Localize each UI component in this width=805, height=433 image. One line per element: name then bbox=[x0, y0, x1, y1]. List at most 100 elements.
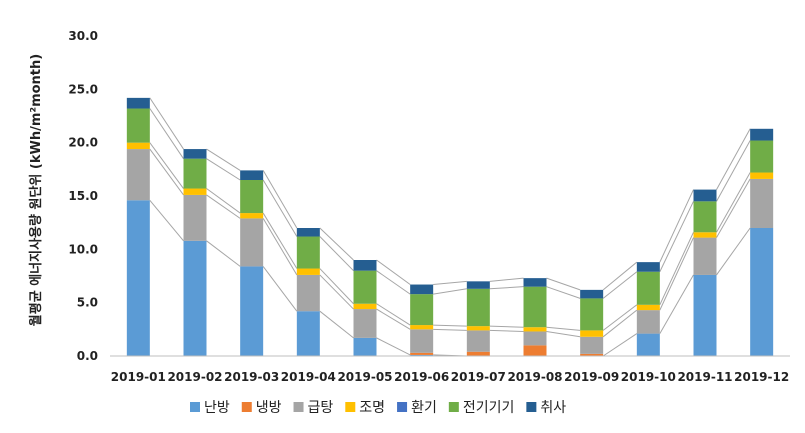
bar-segment bbox=[240, 218, 264, 267]
y-tick-label: 25.0 bbox=[68, 82, 98, 96]
bar-segment bbox=[636, 333, 660, 356]
bar-segment bbox=[580, 336, 604, 354]
series-line-segment bbox=[433, 288, 467, 295]
bar-segment bbox=[466, 330, 490, 352]
bar-segment bbox=[353, 260, 377, 271]
legend-swatch bbox=[293, 402, 304, 412]
bar-segment bbox=[580, 298, 604, 331]
y-tick-label: 20.0 bbox=[68, 136, 98, 150]
y-tick-label: 0.0 bbox=[77, 349, 98, 363]
bar-segment bbox=[523, 331, 547, 346]
legend-swatch bbox=[448, 402, 459, 412]
bar-segment bbox=[296, 274, 320, 312]
series-line-segment bbox=[262, 266, 298, 312]
bar-segment bbox=[693, 237, 717, 275]
x-tick-label: 2019-09 bbox=[564, 370, 619, 384]
bar-segment bbox=[240, 266, 264, 356]
series-line-segment bbox=[716, 128, 751, 190]
legend-label: 전기기기 bbox=[463, 400, 515, 416]
bar-segment bbox=[750, 178, 774, 228]
series-line-segment bbox=[149, 142, 184, 189]
series-line-segment bbox=[489, 329, 524, 332]
bar-segment bbox=[693, 201, 717, 233]
legend-item: 냉방 bbox=[241, 400, 282, 416]
bar-segment bbox=[353, 337, 377, 356]
legend-item: 취사 bbox=[526, 400, 566, 416]
bar-segment bbox=[636, 304, 660, 311]
series-line-segment bbox=[602, 304, 638, 331]
bar-segment bbox=[636, 262, 660, 272]
series-line-segment bbox=[716, 140, 751, 202]
legend-swatch bbox=[345, 402, 356, 412]
bar-segment bbox=[296, 236, 320, 269]
bar-segment bbox=[126, 149, 150, 201]
legend-swatch bbox=[397, 402, 408, 412]
bar-segment bbox=[126, 97, 150, 109]
bar-segment bbox=[126, 142, 150, 150]
bar-segment bbox=[636, 310, 660, 334]
legend-swatch bbox=[241, 402, 252, 412]
series-line-segment bbox=[489, 325, 524, 328]
bar-segment bbox=[750, 172, 774, 179]
bar-segment bbox=[523, 286, 547, 328]
bar-segment bbox=[466, 288, 490, 327]
series-line-segment bbox=[602, 333, 638, 357]
bar-segment bbox=[693, 274, 717, 356]
bar-segment bbox=[750, 128, 774, 141]
legend: 난방 냉방 급탕 조명 환기 전기기기 취사 bbox=[190, 400, 566, 416]
series-line-segment bbox=[206, 158, 241, 181]
legend-item: 급탕 bbox=[293, 400, 333, 416]
x-tick-label: 2019-02 bbox=[167, 370, 222, 384]
bar-segment bbox=[410, 294, 434, 326]
series-line-segment bbox=[659, 237, 694, 311]
series-line-segment bbox=[149, 97, 184, 150]
legend-swatch bbox=[190, 402, 200, 412]
bar-segment bbox=[240, 180, 264, 214]
series-line-segment bbox=[716, 178, 751, 238]
y-tick-label: 15.0 bbox=[68, 189, 98, 203]
bar-segment bbox=[126, 200, 150, 356]
x-tick-label: 2019-06 bbox=[394, 370, 449, 384]
series-line-segment bbox=[433, 324, 467, 327]
bar-segment bbox=[240, 170, 264, 180]
x-tick-label: 2019-04 bbox=[281, 370, 336, 384]
legend-item: 전기기기 bbox=[448, 400, 515, 416]
series-line-segment bbox=[716, 172, 751, 233]
series-line-segment bbox=[376, 270, 411, 295]
y-tick-label: 10.0 bbox=[68, 242, 98, 256]
bar-segment bbox=[523, 345, 547, 356]
bar-segment bbox=[580, 289, 604, 299]
bar-segment bbox=[353, 309, 377, 338]
bar-segment bbox=[693, 189, 717, 202]
legend-label: 환기 bbox=[411, 400, 437, 416]
bar-segment bbox=[353, 303, 377, 310]
series-line-segment bbox=[149, 199, 184, 242]
series-line-segment bbox=[319, 268, 354, 305]
series-line-segment bbox=[659, 201, 694, 272]
legend-swatch bbox=[526, 402, 537, 412]
bar-segment bbox=[353, 270, 377, 304]
series-line-segment bbox=[546, 330, 581, 338]
series-line-segment bbox=[489, 286, 524, 290]
series-line-segment bbox=[149, 148, 184, 196]
legend-item: 환기 bbox=[397, 400, 437, 416]
series-line-segment bbox=[149, 108, 184, 159]
y-tick-label: 30.0 bbox=[68, 29, 98, 43]
y-axis-label: 월평균 에너지사용량 원단위 (kWh/m²month) bbox=[28, 54, 44, 326]
series-line-segment bbox=[206, 194, 241, 219]
bar-segment bbox=[183, 240, 207, 356]
bar-segment bbox=[183, 194, 207, 241]
series-connector-lines bbox=[149, 97, 751, 357]
y-axis: 0.0 5.0 10.0 15.0 20.0 25.0 30.0 bbox=[68, 29, 98, 363]
bar-segment bbox=[750, 140, 774, 173]
bar-segment bbox=[693, 232, 717, 238]
series-line-segment bbox=[319, 227, 354, 261]
bar-segment bbox=[750, 228, 774, 356]
series-line-segment bbox=[262, 212, 298, 269]
bar-segment bbox=[580, 353, 604, 356]
x-tick-label: 2019-05 bbox=[337, 370, 392, 384]
x-tick-label: 2019-01 bbox=[111, 370, 166, 384]
series-line-segment bbox=[433, 280, 467, 286]
